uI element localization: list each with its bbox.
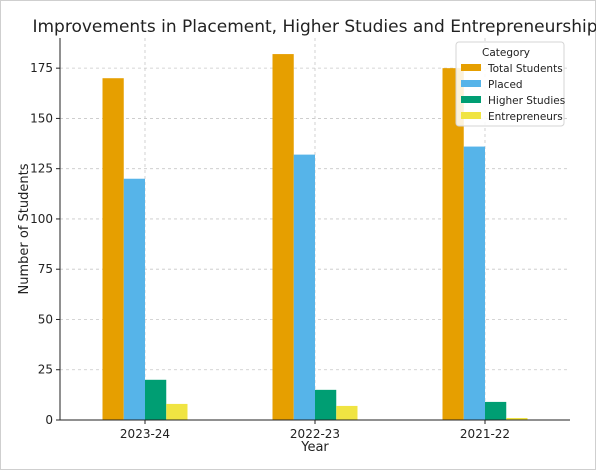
- y-tick-label: 100: [30, 212, 53, 226]
- bar-total-students-2021-22: [442, 68, 464, 420]
- bar-total-students-2023-24: [102, 78, 124, 421]
- bar-entrepreneurs-2021-22: [506, 417, 528, 420]
- legend-label: Higher Studies: [488, 95, 565, 107]
- bar-placed-2021-22: [463, 146, 485, 420]
- x-tick-label: 2023-24: [120, 427, 170, 441]
- bar-higher-studies-2022-23: [315, 389, 337, 420]
- legend-label: Entrepreneurs: [488, 111, 563, 123]
- bar-entrepreneurs-2023-24: [166, 403, 188, 420]
- legend: Category Total Students Placed Higher Studi…: [455, 41, 565, 127]
- bar-placed-2023-24: [123, 178, 145, 420]
- axes: 0 25 50 75 100 125 150 175 2023-24 2022-23 2021-22: [30, 38, 570, 441]
- x-tick-label: 2022-23: [290, 427, 340, 441]
- legend-box: [455, 41, 565, 127]
- x-tick-label: 2021-22: [460, 427, 510, 441]
- y-axis-label: Number of Students: [17, 163, 32, 294]
- legend-title: Category: [482, 47, 530, 59]
- legend-swatch: [461, 80, 481, 87]
- y-tick-label: 75: [38, 262, 53, 276]
- bar-total-students-2022-23: [272, 54, 294, 421]
- legend-label: Total Students: [487, 63, 563, 75]
- bar-higher-studies-2021-22: [485, 401, 507, 420]
- bars: [102, 54, 528, 421]
- legend-swatch: [461, 64, 481, 71]
- y-tick-label: 50: [38, 312, 53, 326]
- legend-label: Placed: [488, 79, 523, 91]
- bar-higher-studies-2023-24: [145, 379, 167, 420]
- y-tick-label: 0: [45, 413, 53, 427]
- y-tick-label: 150: [30, 111, 53, 125]
- legend-swatch: [461, 96, 481, 103]
- bar-placed-2022-23: [293, 154, 315, 420]
- y-tick-label: 125: [30, 162, 53, 176]
- y-tick-label: 25: [38, 363, 53, 377]
- y-tick-label: 175: [30, 61, 53, 75]
- bar-entrepreneurs-2022-23: [336, 405, 358, 420]
- legend-swatch: [461, 112, 481, 119]
- chart-title: Improvements in Placement, Higher Studie…: [32, 17, 596, 37]
- x-axis-label: Year: [300, 440, 329, 455]
